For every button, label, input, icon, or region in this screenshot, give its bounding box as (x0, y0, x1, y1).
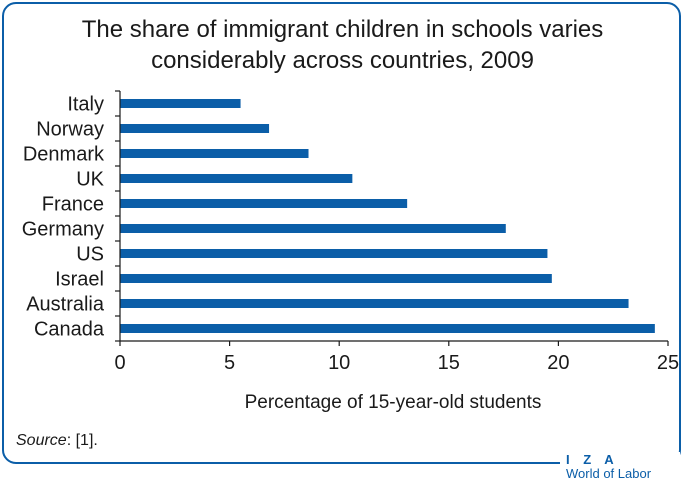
axes-group (115, 90, 668, 342)
source-label: Source (16, 432, 67, 449)
category-label-us: US (76, 244, 104, 266)
chart-title: The share of immigrant children in schoo… (0, 14, 685, 76)
bar-chart: Italy Norway Denmark UK France Germany US Israe… (22, 90, 679, 413)
chart-title-line-1: The share of immigrant children in schoo… (81, 16, 604, 43)
category-label-germany: Germany (22, 219, 104, 241)
bar-germany (120, 224, 506, 233)
bar-uk (120, 174, 353, 183)
category-label-denmark: Denmark (23, 144, 105, 166)
category-labels-group: Italy Norway Denmark UK France Germany US Israe… (22, 94, 105, 341)
x-tick-label: 5 (224, 352, 235, 374)
category-label-norway: Norway (36, 119, 104, 141)
bars-group (120, 99, 655, 333)
source-text: : [1]. (66, 432, 98, 449)
logo-line-2: World of Labor (566, 466, 652, 481)
logo-line-1: I Z A (566, 452, 619, 467)
x-tick-label: 15 (438, 352, 460, 374)
bar-france (120, 199, 408, 208)
category-label-canada: Canada (34, 319, 105, 341)
category-label-france: France (42, 194, 104, 216)
bar-italy (120, 99, 241, 108)
x-ticks-group: 0 5 10 15 20 25 (114, 341, 679, 374)
x-tick-label: 20 (547, 352, 569, 374)
iza-logo: I Z A World of Labor (560, 452, 680, 481)
bar-norway (120, 124, 270, 133)
bar-canada (120, 324, 655, 333)
category-label-uk: UK (76, 169, 104, 191)
category-label-italy: Italy (67, 94, 104, 116)
bar-australia (120, 299, 629, 308)
bar-us (120, 249, 548, 258)
category-label-israel: Israel (55, 269, 104, 291)
chart-title-line-2: considerably across countries, 2009 (151, 47, 534, 74)
x-axis-label: Percentage of 15-year-old students (245, 392, 542, 413)
bar-israel (120, 274, 552, 283)
bar-denmark (120, 149, 309, 158)
x-tick-label: 10 (328, 352, 350, 374)
x-tick-label: 0 (114, 352, 125, 374)
x-tick-label: 25 (657, 352, 679, 374)
source-note: Source: [1]. (16, 432, 98, 450)
category-label-australia: Australia (26, 294, 105, 316)
